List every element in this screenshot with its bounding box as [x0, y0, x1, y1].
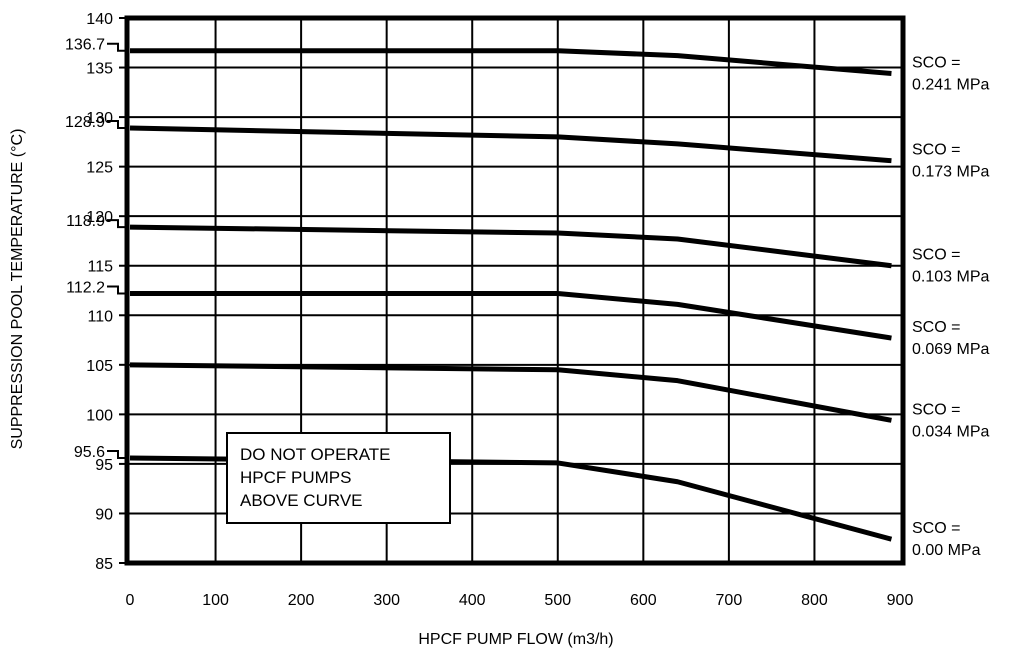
y-tick-label: 135	[86, 61, 113, 78]
x-tick-label: 100	[202, 592, 229, 609]
y-tick-label: 120	[86, 209, 113, 226]
series-label-line-2: 0.034 MPa	[912, 423, 989, 440]
series-label-line-1: SCO =	[912, 520, 960, 537]
y-tick-label: 90	[95, 506, 113, 523]
special-tick-label: 136.7	[65, 37, 105, 54]
special-tick-label: 118.9	[66, 213, 105, 230]
y-tick-label: 100	[86, 407, 113, 424]
x-tick-label: 0	[126, 592, 135, 609]
special-tick-leader	[107, 449, 127, 459]
x-tick-label: 300	[373, 592, 400, 609]
series-label-line-2: 0.241 MPa	[912, 76, 989, 93]
warning-note-line-3: ABOVE CURVE	[240, 491, 363, 510]
x-tick-label: 400	[459, 592, 486, 609]
special-tick-leader	[107, 42, 127, 52]
y-axis-title: SUPPRESSION POOL TEMPERATURE (°C)	[9, 129, 26, 450]
series-label-line-1: SCO =	[912, 142, 960, 159]
series-line	[129, 224, 892, 269]
y-tick-label: 85	[95, 556, 113, 573]
special-tick-leader	[107, 219, 127, 229]
series-labels: SCO = 0.241 MPa SCO = 0.173 MPa SCO = 0.103 M…	[912, 54, 989, 559]
warning-note-line-2: HPCF PUMPS	[240, 468, 351, 487]
x-tick-label: 600	[630, 592, 657, 609]
special-tick-label: 112.2	[66, 279, 105, 296]
warning-note-box	[226, 432, 451, 524]
special-tick-label: 128.9	[65, 114, 105, 131]
x-tick-label: 500	[544, 592, 571, 609]
warning-note-line-1: DO NOT OPERATE	[240, 445, 391, 464]
axis-ticks: 0 100 200 300 400 500 600 700 800 900 85 90 95 100 105…	[65, 11, 913, 609]
special-tick-label: 95.6	[74, 444, 105, 461]
x-tick-label: 700	[716, 592, 743, 609]
series-line	[129, 125, 892, 164]
series-label-line-1: SCO =	[912, 319, 960, 336]
y-tick-label: 130	[86, 110, 113, 127]
x-tick-label: 800	[801, 592, 828, 609]
series-label-line-2: 0.103 MPa	[912, 269, 989, 286]
y-tick-label: 105	[86, 358, 113, 375]
y-tick-label: 95	[95, 457, 113, 474]
series-label-line-2: 0.00 MPa	[912, 542, 981, 559]
series-line	[130, 48, 892, 76]
y-tick-label: 125	[86, 160, 113, 177]
y-tick-label: 110	[87, 308, 113, 325]
y-tick-label: 140	[86, 11, 113, 28]
series-label-line-1: SCO =	[912, 54, 960, 71]
series-label-line-2: 0.069 MPa	[912, 341, 989, 358]
x-tick-label: 900	[887, 592, 914, 609]
series-line	[129, 362, 892, 423]
warning-note: DO NOT OPERATE HPCF PUMPS ABOVE CURVE	[226, 432, 451, 524]
x-axis-title: HPCF PUMP FLOW (m3/h)	[418, 631, 613, 648]
series-label-line-1: SCO =	[912, 247, 960, 264]
series-label-line-1: SCO =	[912, 401, 960, 418]
series-line	[130, 290, 892, 341]
special-tick-leader	[107, 285, 127, 295]
special-tick-leader	[107, 119, 127, 129]
y-tick-label: 115	[87, 259, 113, 276]
x-tick-label: 200	[288, 592, 315, 609]
plot-frame	[124, 15, 906, 566]
series-label-line-2: 0.173 MPa	[912, 164, 989, 181]
